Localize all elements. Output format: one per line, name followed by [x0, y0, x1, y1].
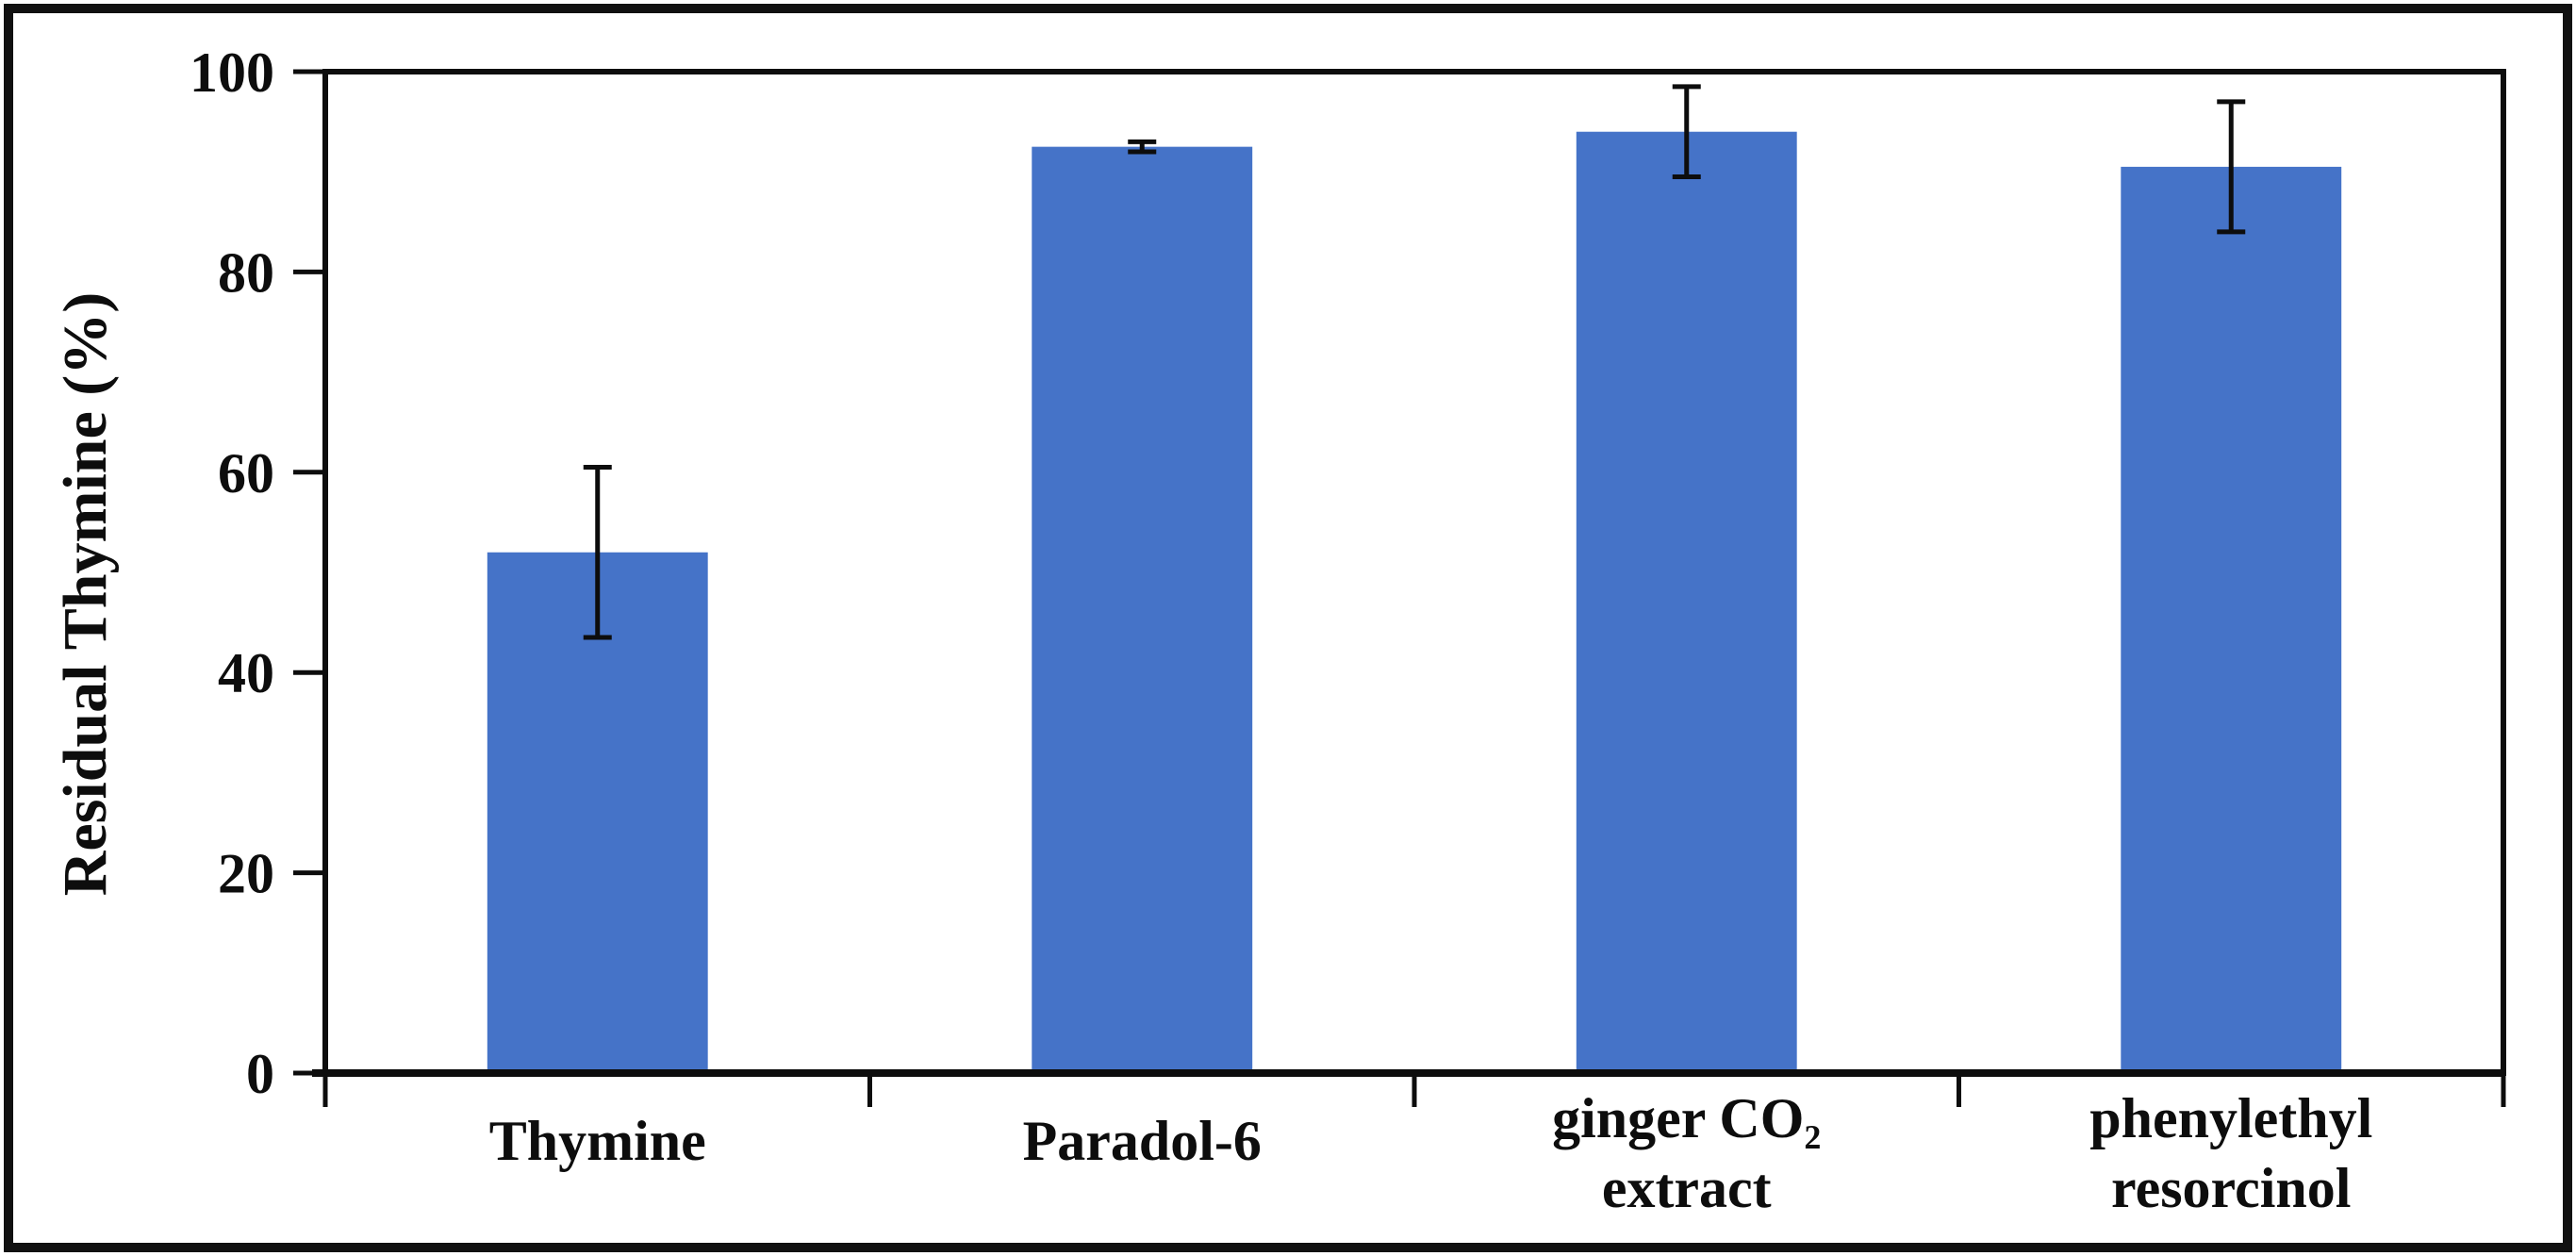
x-category-label: Paradol-6	[1023, 1110, 1262, 1172]
y-axis-tick-label: 40	[218, 642, 274, 704]
y-axis-tick-label: 0	[246, 1043, 274, 1105]
x-category-label: resorcinol	[2111, 1157, 2351, 1219]
bar-3	[2121, 166, 2342, 1073]
y-axis-title: Residual Thymine (%)	[51, 292, 120, 897]
y-axis-tick-label: 100	[190, 41, 274, 104]
plot-area: 0 20 40 60 80 100 Thymine Paradol-6 ginger CO₂ ex…	[190, 41, 2506, 1219]
x-category-label: phenylethyl	[2089, 1087, 2372, 1149]
y-axis-tick-label: 20	[218, 843, 274, 905]
bar-1	[1032, 146, 1253, 1073]
figure-border	[4, 4, 2572, 1252]
y-axis-tick-label: 80	[218, 241, 274, 304]
y-axis-tick-label: 60	[218, 442, 274, 504]
x-category-label: Thymine	[489, 1110, 706, 1172]
x-category-label: extract	[1602, 1157, 1772, 1219]
x-category-label: ginger CO₂	[1552, 1087, 1821, 1149]
bar-2	[1576, 131, 1797, 1074]
